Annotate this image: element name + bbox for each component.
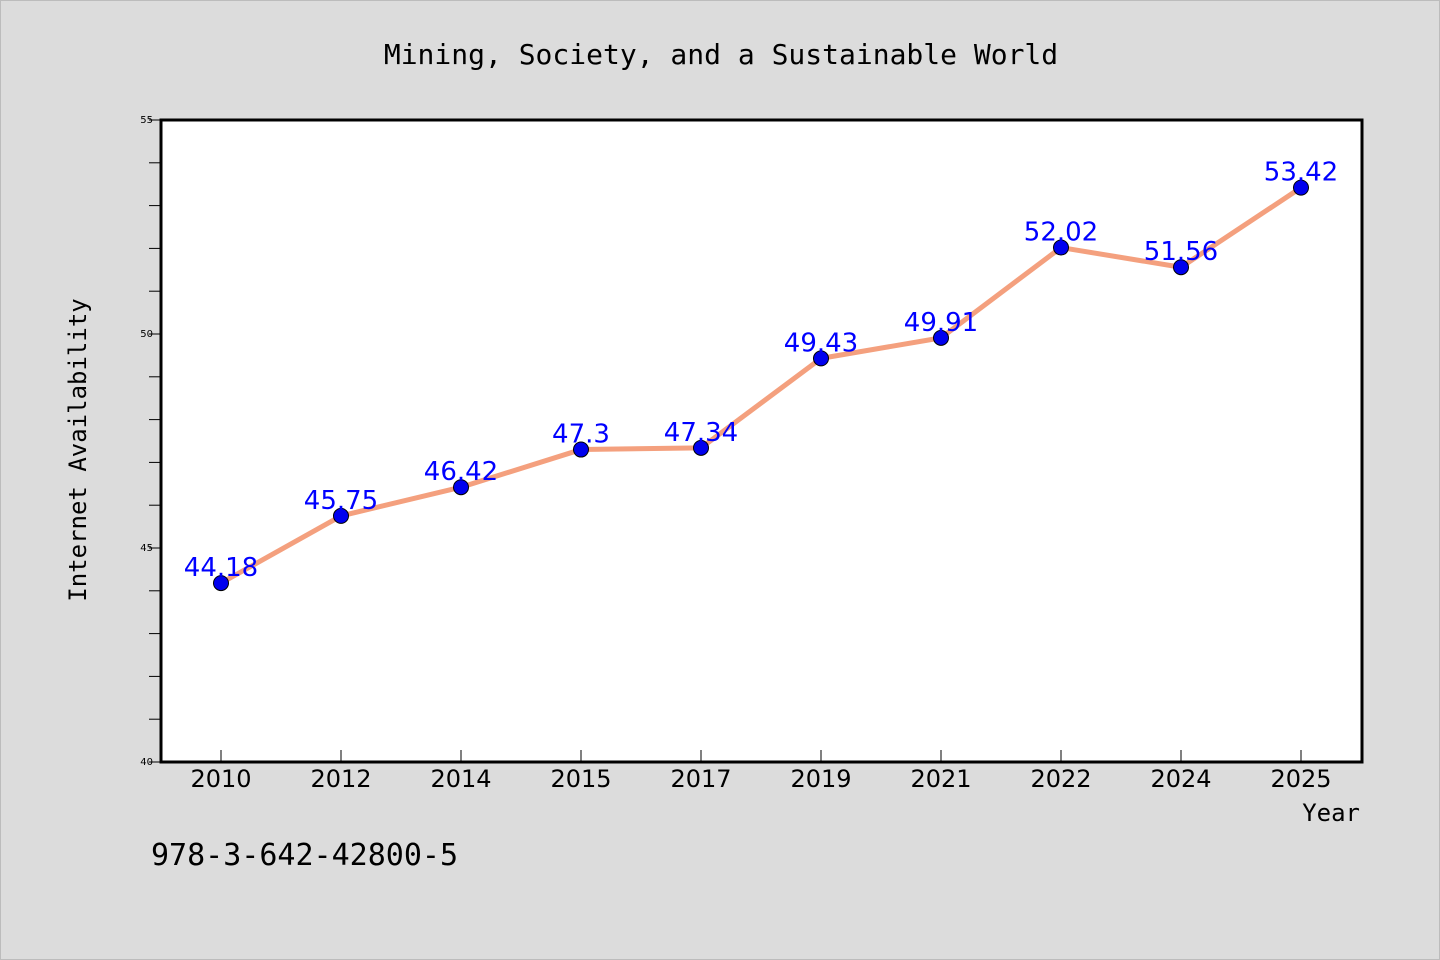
data-label: 51.56 — [1144, 237, 1218, 267]
plot-area — [159, 118, 1364, 764]
x-tick-label: 2010 — [190, 765, 251, 793]
y-tick-label: 55 — [140, 115, 153, 126]
data-label: 49.43 — [784, 328, 858, 358]
x-axis-label: Year — [1302, 799, 1360, 827]
x-tick-label: 2015 — [550, 765, 611, 793]
x-axis: 2010 2012 2014 2015 2017 2019 2021 2022 2024 2025 — [190, 750, 1332, 793]
data-label: 53.42 — [1264, 158, 1338, 188]
isbn-annotation: 978-3-642-42800-5 — [151, 838, 458, 873]
data-label: 44.18 — [184, 553, 258, 583]
data-label: 47.34 — [664, 418, 738, 448]
data-point — [1173, 259, 1189, 276]
x-tick-label: 2012 — [310, 765, 371, 793]
y-axis-label: Internet Availability — [64, 298, 92, 601]
y-tick-label: 45 — [140, 543, 153, 554]
data-point — [333, 507, 349, 524]
x-tick-label: 2025 — [1270, 765, 1331, 793]
data-point — [813, 350, 829, 367]
data-point — [1293, 179, 1309, 196]
x-tick-label: 2017 — [670, 765, 731, 793]
y-tick-label: 50 — [140, 329, 153, 340]
data-label: 49.91 — [904, 308, 978, 338]
data-label: 45.75 — [304, 486, 378, 516]
x-tick-label: 2024 — [1150, 765, 1211, 793]
y-axis: 40 45 50 55 — [140, 115, 161, 768]
data-point — [573, 441, 589, 458]
data-point — [453, 479, 469, 496]
x-tick-label: 2014 — [430, 765, 491, 793]
x-tick-label: 2019 — [790, 765, 851, 793]
data-point — [693, 439, 709, 456]
data-point — [933, 329, 949, 346]
x-tick-label: 2022 — [1030, 765, 1091, 793]
y-tick-label: 40 — [140, 757, 153, 768]
data-label: 47.3 — [552, 420, 610, 450]
data-label: 52.02 — [1024, 218, 1098, 248]
x-tick-label: 2021 — [910, 765, 971, 793]
data-point — [213, 575, 229, 592]
series-line-group: 44.18 45.75 46.42 47.3 47.34 49.43 49.91 52.02 5… — [184, 158, 1338, 592]
data-label: 46.42 — [424, 457, 498, 487]
chart-title: Mining, Society, and a Sustainable World — [384, 38, 1058, 71]
series-line — [218, 185, 1304, 586]
data-point — [1053, 239, 1069, 256]
